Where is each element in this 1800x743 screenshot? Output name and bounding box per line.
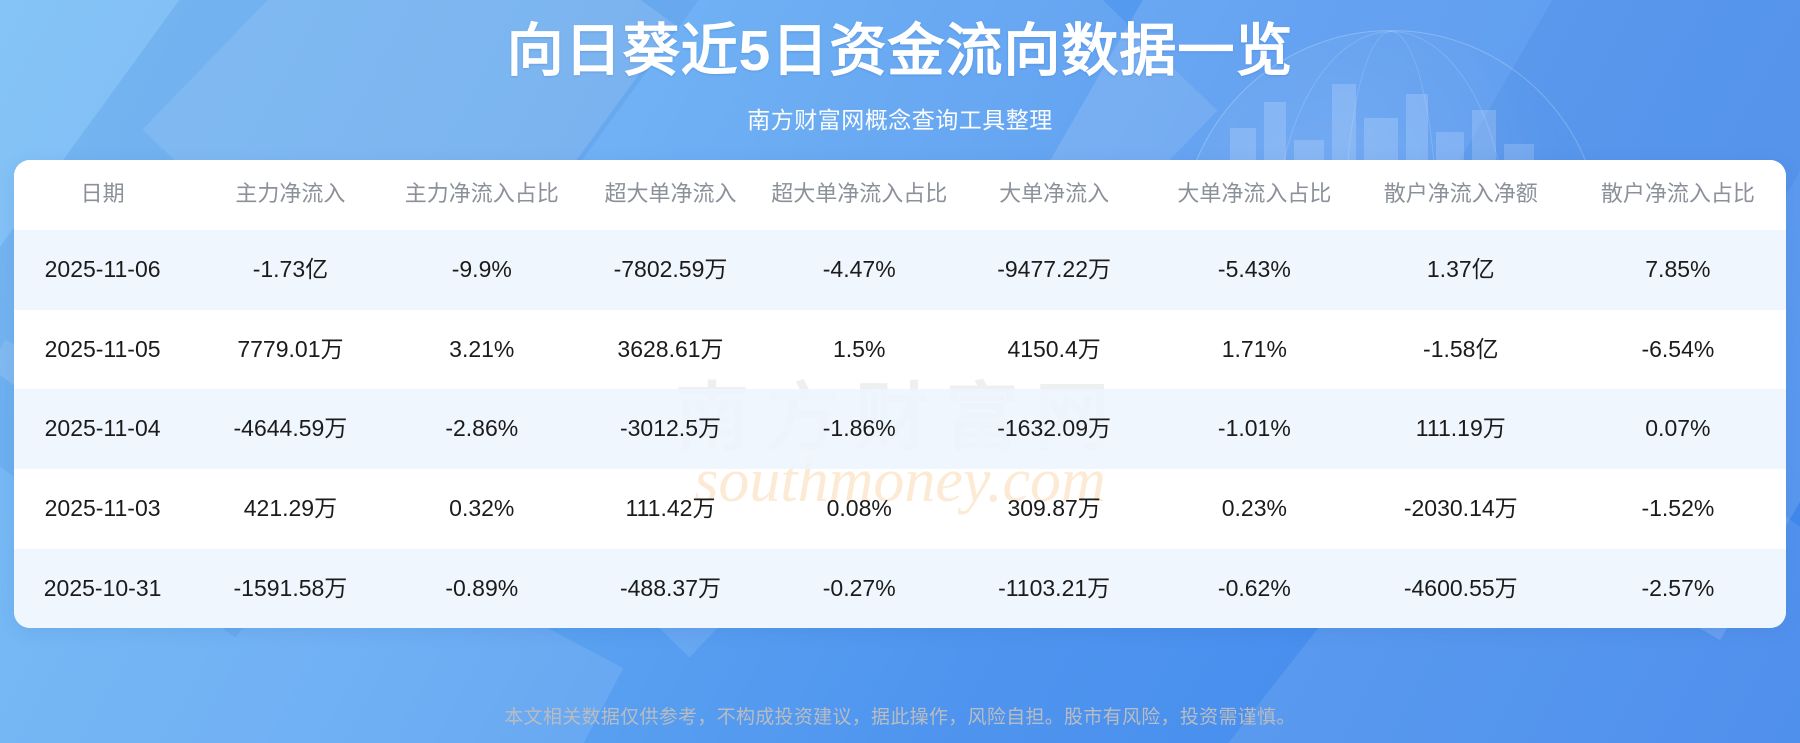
cell-large-pct: -0.62% [1156, 548, 1352, 629]
table-header: 日期 主力净流入 主力净流入占比 超大单净流入 超大单净流入占比 大单净流入 大… [14, 160, 1786, 231]
cell-retail-pct: 7.85% [1569, 230, 1786, 310]
cell-xl-net: -488.37万 [573, 548, 768, 629]
column-header-date: 日期 [14, 160, 192, 231]
table-header-row: 日期 主力净流入 主力净流入占比 超大单净流入 超大单净流入占比 大单净流入 大… [14, 160, 1786, 231]
table-body: 2025-11-06 -1.73亿 -9.9% -7802.59万 -4.47%… [14, 230, 1786, 629]
cell-xl-pct: 1.5% [832, 335, 886, 362]
cell-main-pct: 3.21% [449, 335, 515, 362]
cell-large-net: 309.87万 [1007, 494, 1101, 521]
cell-xl-net: -3012.5万 [573, 389, 768, 469]
cell-main-pct: -0.89% [389, 548, 574, 629]
cell-large-pct: 0.23% [1221, 494, 1287, 521]
column-header-main-net: 主力净流入 [191, 160, 390, 231]
cell-retail-net: -4600.55万 [1351, 548, 1570, 629]
cell-large-net: 4150.4万 [1007, 335, 1101, 362]
column-header-large-net-pct: 大单净流入占比 [1156, 160, 1352, 231]
cell-main-pct: 0.32% [449, 494, 515, 521]
page-subtitle: 南方财富网概念查询工具整理 [747, 106, 1053, 133]
cell-main-net: 421.29万 [243, 494, 338, 521]
cell-xl-pct: -0.27% [767, 548, 952, 629]
cell-xl-net: 111.42万 [625, 494, 716, 521]
cell-main-pct: -9.9% [389, 230, 574, 310]
cell-retail-pct: -6.54% [1641, 335, 1715, 362]
cell-retail-pct: -2.57% [1569, 548, 1786, 629]
fund-flow-table: 日期 主力净流入 主力净流入占比 超大单净流入 超大单净流入占比 大单净流入 大… [14, 160, 1786, 629]
cell-retail-net: -2030.14万 [1403, 494, 1518, 521]
table-row: 2025-10-31 -1591.58万 -0.89% -488.37万 -0.… [14, 548, 1786, 629]
cell-main-net: -4644.59万 [191, 389, 390, 469]
column-header-retail-net: 散户净流入净额 [1351, 160, 1570, 231]
table-row: 2025-11-03 421.29万 0.32% 111.42万 0.08% 3… [14, 469, 1786, 549]
cell-retail-pct: -1.52% [1641, 494, 1715, 521]
column-header-retail-net-pct: 散户净流入占比 [1569, 160, 1786, 231]
cell-large-net: -9477.22万 [951, 230, 1157, 310]
cell-large-net: -1632.09万 [951, 389, 1157, 469]
table-row: 2025-11-06 -1.73亿 -9.9% -7802.59万 -4.47%… [14, 230, 1786, 310]
cell-date: 2025-11-04 [14, 389, 192, 469]
cell-retail-net: 1.37亿 [1351, 230, 1570, 310]
column-header-main-net-pct: 主力净流入占比 [389, 160, 574, 231]
cell-large-pct: 1.71% [1221, 335, 1287, 362]
cell-date: 2025-10-31 [14, 548, 192, 629]
disclaimer: 本文相关数据仅供参考，不构成投资建议，据此操作，风险自担。股市有风险，投资需谨慎… [504, 707, 1296, 728]
cell-large-pct: -1.01% [1156, 389, 1352, 469]
cell-main-net: -1591.58万 [191, 548, 390, 629]
data-card: 南方财富网 southmoney.com 日期 主力净流入 主力净流入占比 超大… [14, 160, 1786, 629]
cell-xl-net: 3628.61万 [617, 335, 724, 362]
cell-date: 2025-11-06 [14, 230, 192, 310]
cell-xl-pct: -1.86% [767, 389, 952, 469]
column-header-xl-net-pct: 超大单净流入占比 [767, 160, 952, 231]
cell-retail-pct: 0.07% [1569, 389, 1786, 469]
cell-retail-net: -1.58亿 [1423, 335, 1499, 362]
cell-date: 2025-11-05 [44, 335, 161, 362]
column-header-xl-net: 超大单净流入 [573, 160, 768, 231]
cell-retail-net: 111.19万 [1351, 389, 1570, 469]
cell-date: 2025-11-03 [44, 494, 161, 521]
cell-main-net: 7779.01万 [237, 335, 344, 362]
cell-main-net: -1.73亿 [191, 230, 390, 310]
cell-xl-pct: -4.47% [767, 230, 952, 310]
cell-xl-net: -7802.59万 [573, 230, 768, 310]
page-title: 向日葵近5日资金流向数据一览 [506, 19, 1294, 83]
cell-xl-pct: 0.08% [826, 494, 892, 521]
table-row: 2025-11-04 -4644.59万 -2.86% -3012.5万 -1.… [14, 389, 1786, 469]
table-row: 2025-11-05 7779.01万 3.21% 3628.61万 1.5% … [14, 310, 1786, 390]
cell-large-net: -1103.21万 [951, 548, 1157, 629]
cell-main-pct: -2.86% [389, 389, 574, 469]
header: 向日葵近5日资金流向数据一览 南方财富网概念查询工具整理 [0, 0, 1800, 135]
cell-large-pct: -5.43% [1156, 230, 1352, 310]
column-header-large-net: 大单净流入 [951, 160, 1157, 231]
